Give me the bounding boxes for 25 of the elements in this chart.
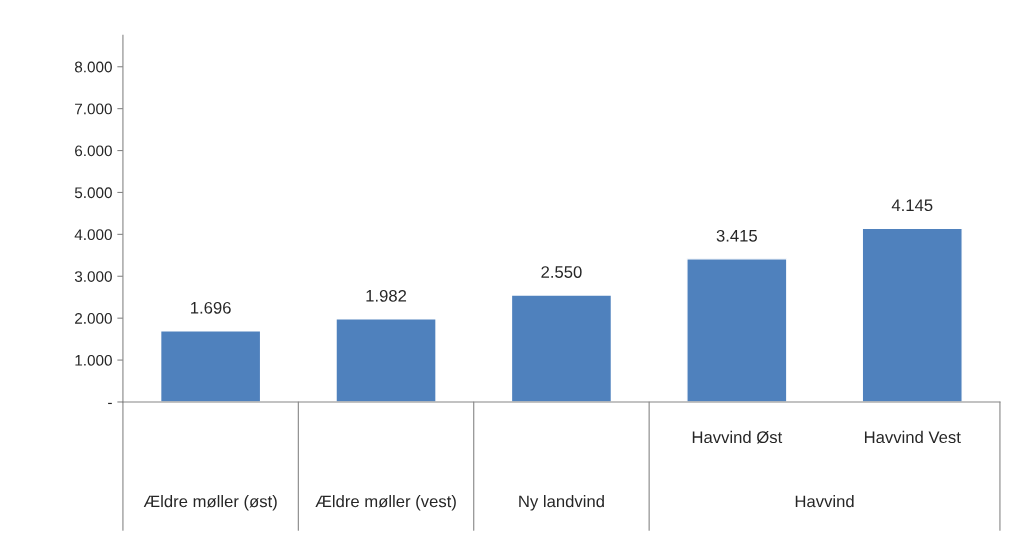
- y-tick-label: 2.000: [75, 313, 112, 324]
- x-tick-label: Havvind Vest: [864, 430, 961, 444]
- bar: [335, 318, 437, 402]
- y-tick-label: 1.000: [75, 354, 112, 366]
- y-tick-label: 4.000: [74, 229, 112, 241]
- data-label: 3.415: [716, 229, 757, 242]
- x-tick-label: Havvind Øst: [692, 430, 783, 444]
- text: Havvind: [795, 495, 854, 508]
- y-tick-label: -: [108, 402, 112, 405]
- y-tick-label: 6.000: [75, 145, 112, 157]
- data-label: 1.696: [191, 301, 231, 314]
- x-tick-label: Ældre møller (vest): [315, 495, 456, 511]
- y-tick-label: 3.000: [74, 271, 112, 282]
- bar: [510, 294, 613, 402]
- y-tick-label: 7.000: [75, 103, 112, 115]
- data-label: 1.982: [366, 289, 407, 302]
- data-label: 4.145: [891, 199, 933, 212]
- x-tick-label: Ældre møller (øst): [143, 495, 277, 511]
- bar: [159, 330, 262, 402]
- bar: [686, 258, 788, 402]
- y-tick-label: 5.000: [74, 187, 112, 199]
- y-tick-label: 8.000: [74, 61, 112, 73]
- bar: [861, 227, 963, 402]
- x-tick-label: Ny landvind: [519, 495, 604, 511]
- data-label: 2.550: [541, 266, 582, 278]
